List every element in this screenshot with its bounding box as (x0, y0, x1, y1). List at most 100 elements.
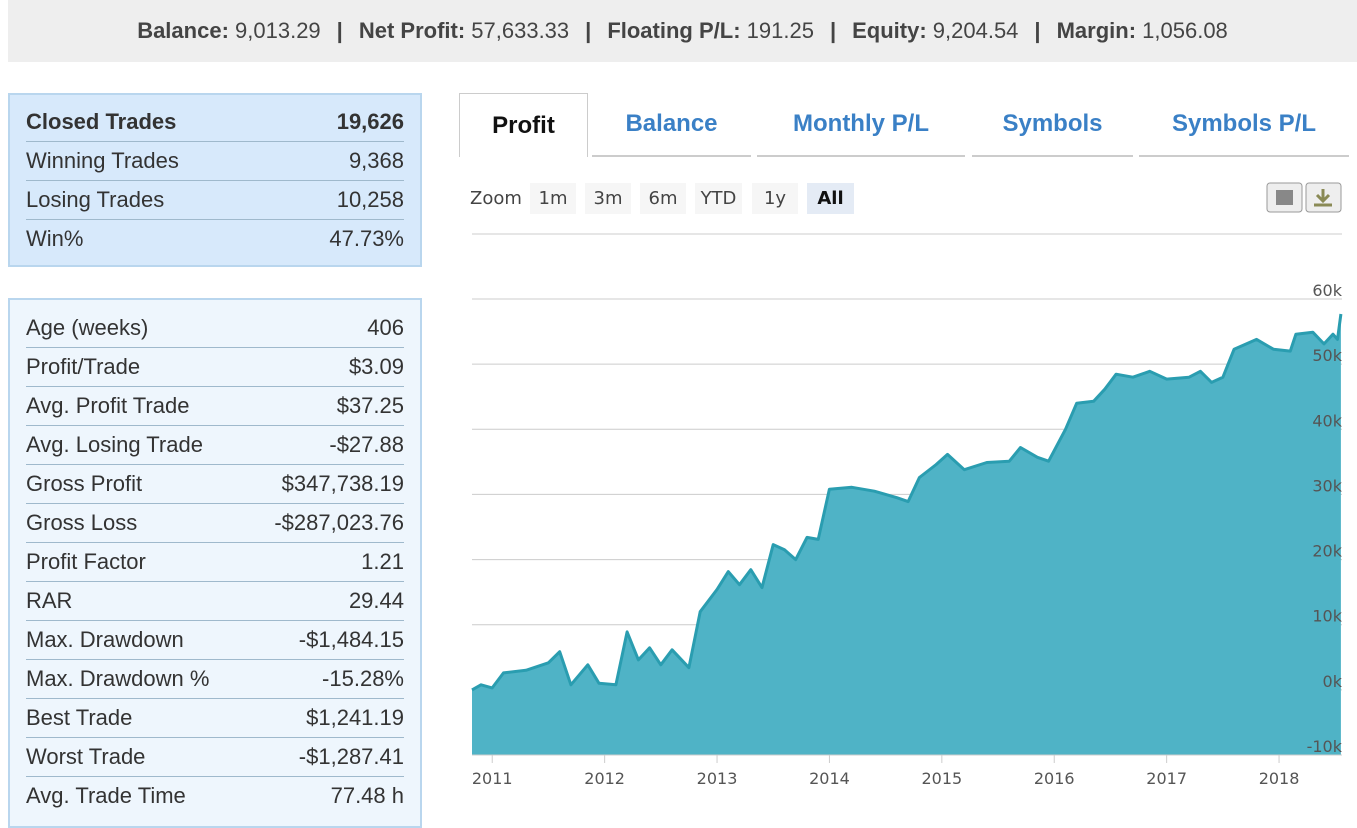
stat-row: Avg. Losing Trade -$27.88 (26, 425, 404, 465)
x-tick-label: 2018 (1259, 769, 1300, 788)
zoom-button[interactable]: All (807, 183, 854, 214)
stat-value: -$27.88 (329, 431, 404, 457)
account-label: Equity: (852, 18, 927, 43)
zoom-button[interactable]: YTD (695, 183, 742, 214)
zoom-button[interactable]: 1y (752, 183, 798, 214)
x-tick-label: 2016 (1034, 769, 1075, 788)
stat-label: Avg. Trade Time (26, 782, 186, 808)
y-tick-label: 20k (1312, 542, 1342, 561)
y-tick-label: 10k (1312, 607, 1342, 626)
x-tick-label: 2014 (809, 769, 850, 788)
stat-value: -$1,287.41 (298, 743, 404, 769)
stat-row: Winning Trades 9,368 (26, 141, 404, 181)
stat-value: -$1,484.15 (298, 626, 404, 652)
stat-label: Closed Trades (26, 108, 177, 134)
y-tick-label: 40k (1312, 411, 1342, 430)
stat-label: Profit/Trade (26, 353, 141, 379)
stat-row: RAR 29.44 (26, 581, 404, 621)
page: Balance: 9,013.29Net Profit: 57,633.33Fl… (0, 0, 1357, 808)
x-tick-label: 2011 (472, 769, 513, 788)
account-value: 9,204.54 (932, 18, 1019, 43)
stat-value: $37.25 (336, 392, 404, 418)
stat-value: 406 (367, 314, 404, 340)
stat-row: Max. Drawdown % -15.28% (26, 659, 404, 699)
account-label: Margin: (1056, 18, 1137, 43)
account-bar: Balance: 9,013.29Net Profit: 57,633.33Fl… (8, 0, 1357, 62)
stat-label: Win% (26, 225, 84, 251)
stat-row: Worst Trade -$1,287.41 (26, 737, 404, 777)
stats-panel: Age (weeks) 406 Profit/Trade $3.09 Avg. Prof… (8, 298, 422, 828)
stat-row: Avg. Profit Trade $37.25 (26, 386, 404, 426)
stat-row: Win% 47.73% (26, 219, 404, 258)
y-tick-label: 50k (1312, 346, 1342, 365)
stat-label: Winning Trades (26, 147, 179, 173)
stat-value: $3.09 (348, 353, 404, 379)
stat-label: Losing Trades (26, 186, 165, 212)
stat-value: 9,368 (348, 147, 404, 173)
account-item: Floating P/L: 191.25 (569, 18, 814, 44)
stat-value: 1.21 (361, 548, 404, 574)
stat-value: 77.48 h (330, 782, 404, 808)
stat-row: Closed Trades 19,626 (26, 102, 404, 142)
account-item: Margin: 1,056.08 (1018, 18, 1228, 44)
stat-row: Gross Loss -$287,023.76 (26, 503, 404, 543)
stat-label: Profit Factor (26, 548, 146, 574)
tab[interactable]: Profit (459, 93, 588, 157)
x-tick-label: 2012 (584, 769, 625, 788)
stat-value: $1,241.19 (306, 704, 404, 730)
stat-label: Max. Drawdown % (26, 665, 210, 691)
y-tick-label: -10k (1307, 737, 1343, 756)
stat-value: -$287,023.76 (274, 509, 404, 535)
stat-label: Gross Loss (26, 509, 138, 535)
account-label: Net Profit: (358, 18, 466, 43)
tab[interactable]: Symbols (972, 93, 1133, 157)
x-tick-label: 2015 (921, 769, 962, 788)
x-tick-label: 2017 (1146, 769, 1187, 788)
account-value: 57,633.33 (471, 18, 570, 43)
stat-value: 47.73% (329, 225, 404, 251)
print-icon[interactable] (1266, 182, 1303, 213)
stat-label: Avg. Profit Trade (26, 392, 190, 418)
zoom-label: Zoom (470, 188, 522, 209)
account-label: Floating P/L: (607, 18, 741, 43)
y-tick-label: 60k (1312, 281, 1342, 300)
chart: -10k 0k 10k 20k 30k 40k 50k 60k 2011 2012 2013 2014… (471, 182, 1343, 788)
stat-row: Profit/Trade $3.09 (26, 347, 404, 387)
stat-value: 29.44 (348, 587, 404, 613)
stat-row: Losing Trades 10,258 (26, 180, 404, 220)
account-item: Net Profit: 57,633.33 (321, 18, 569, 44)
line (471, 313, 1343, 692)
account-value: 1,056.08 (1142, 18, 1228, 43)
account-value: 191.25 (746, 18, 814, 43)
stat-label: Age (weeks) (26, 314, 149, 340)
zoom-button[interactable]: 1m (530, 183, 576, 214)
y-tick-label: 30k (1312, 476, 1342, 495)
stat-value: 10,258 (336, 186, 404, 212)
account-item: Balance: 9,013.29 (137, 18, 320, 44)
tab[interactable]: Balance (592, 93, 751, 157)
stat-row: Max. Drawdown -$1,484.15 (26, 620, 404, 660)
stat-row: Avg. Trade Time 77.48 h (26, 776, 404, 815)
account-label: Balance: (137, 18, 229, 43)
stat-row: Age (weeks) 406 (26, 308, 404, 348)
stat-value: $347,738.19 (281, 470, 404, 496)
y-tick-label: 0k (1323, 672, 1343, 691)
x-tick-label: 2013 (697, 769, 738, 788)
stat-row: Best Trade $1,241.19 (26, 698, 404, 738)
stat-label: Gross Profit (26, 470, 143, 496)
stat-label: Max. Drawdown (26, 626, 184, 652)
tab[interactable]: Symbols P/L (1139, 93, 1349, 157)
summary-panel: Closed Trades 19,626 Winning Trades 9,368 Lo… (8, 93, 422, 267)
stat-label: Best Trade (26, 704, 133, 730)
account-value: 9,013.29 (235, 18, 321, 43)
zoom-button[interactable]: 3m (585, 183, 631, 214)
tab[interactable]: Monthly P/L (757, 93, 965, 157)
stat-label: Avg. Losing Trade (26, 431, 203, 457)
stat-value: 19,626 (336, 108, 404, 134)
stat-label: Worst Trade (26, 743, 146, 769)
stat-value: -15.28% (322, 665, 404, 691)
stat-row: Gross Profit $347,738.19 (26, 464, 404, 504)
download-icon[interactable] (1305, 182, 1342, 213)
area (472, 314, 1341, 755)
zoom-button[interactable]: 6m (640, 183, 686, 214)
